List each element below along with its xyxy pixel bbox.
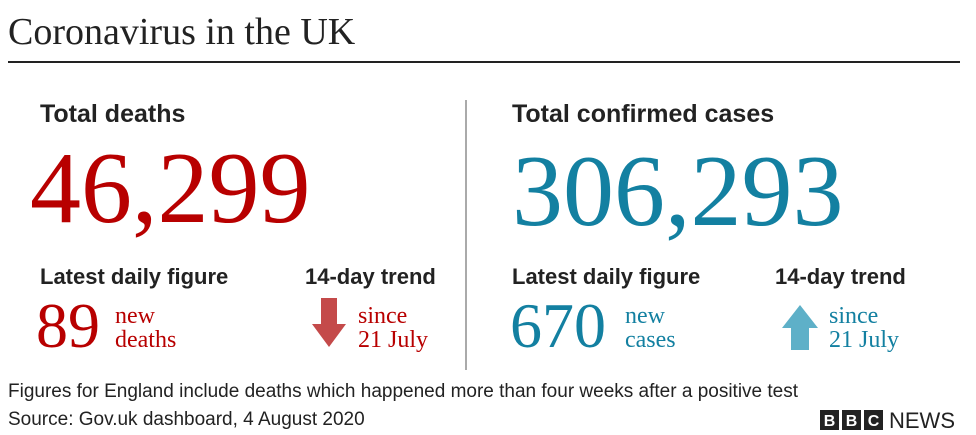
daily-value: 89	[36, 290, 100, 361]
logo-letter: B	[824, 413, 836, 430]
source: Source: Gov.uk dashboard, 4 August 2020	[8, 409, 365, 430]
trend-text: since	[358, 303, 407, 329]
daily-unit: deaths	[115, 327, 176, 353]
trend-text: 21 July	[829, 327, 899, 353]
trend-arrow-down	[312, 298, 346, 347]
logo-block	[864, 410, 883, 430]
panel-label: Total confirmed cases	[512, 100, 774, 128]
trend-label: 14-day trend	[775, 264, 906, 289]
trend-text: 21 July	[358, 327, 428, 353]
logo-letter: B	[846, 413, 858, 430]
trend-label: 14-day trend	[305, 264, 436, 289]
bbc-logo: B B C NEWS	[820, 408, 955, 433]
panel-label: Total deaths	[40, 100, 185, 128]
total-value: 306,293	[512, 135, 844, 248]
logo-block	[842, 410, 861, 430]
daily-value: 670	[510, 290, 606, 361]
trend-arrow-up	[782, 305, 818, 350]
total-value: 46,299	[30, 132, 311, 245]
daily-label: Latest daily figure	[512, 264, 700, 289]
daily-unit: new	[625, 303, 666, 329]
logo-text: NEWS	[889, 408, 955, 433]
title: Coronavirus in the UK	[8, 11, 356, 53]
daily-unit: cases	[625, 327, 676, 353]
footnote: Figures for England include deaths which…	[8, 381, 799, 402]
daily-label: Latest daily figure	[40, 264, 228, 289]
trend-text: since	[829, 303, 878, 329]
daily-unit: new	[115, 303, 156, 329]
logo-letter: C	[868, 413, 880, 430]
logo-block	[820, 410, 839, 430]
